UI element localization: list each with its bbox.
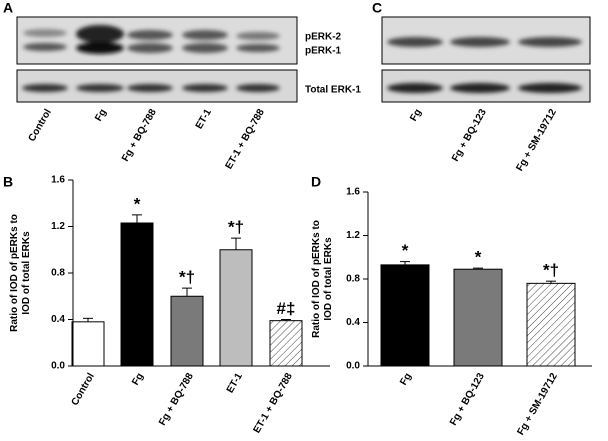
y-axis-label-line: IOD of total ERKs bbox=[21, 231, 32, 315]
lane-label: Fg bbox=[93, 107, 109, 123]
lane-label: Control bbox=[27, 107, 54, 143]
x-tick-label: Control bbox=[70, 371, 97, 407]
annotation: *† bbox=[543, 261, 559, 280]
panel-label: B bbox=[3, 174, 13, 190]
y-tick-label: 1.6 bbox=[51, 175, 65, 186]
y-axis-label-line: Ratio of IOD of pERKs to bbox=[9, 214, 20, 332]
panel-label: D bbox=[311, 174, 321, 190]
annotation: * bbox=[134, 194, 141, 213]
lane-label: Fg + BQ-788 bbox=[120, 107, 159, 164]
y-tick-label: 0.8 bbox=[51, 268, 65, 279]
y-tick-label: 1.2 bbox=[51, 221, 65, 232]
bar bbox=[453, 268, 503, 367]
annotation: * bbox=[475, 248, 482, 267]
panel-label: A bbox=[3, 0, 13, 16]
bar bbox=[170, 295, 204, 367]
lane-label: ET-1 + BQ-788 bbox=[224, 107, 268, 171]
annotation: *† bbox=[228, 218, 244, 237]
x-tick-label: ET-1 + BQ-788 bbox=[252, 371, 296, 435]
y-tick-label: 0.8 bbox=[346, 274, 360, 285]
lane-label: Fg + SM-19712 bbox=[514, 107, 559, 173]
band-label: pERK-1 bbox=[305, 46, 342, 57]
y-tick-label: 1.6 bbox=[346, 187, 360, 198]
band-label: pERK-2 bbox=[305, 32, 342, 43]
y-tick-label: 0.0 bbox=[51, 361, 65, 372]
bar bbox=[120, 222, 154, 367]
blot-a bbox=[16, 16, 298, 103]
y-tick-label: 0.4 bbox=[346, 317, 360, 328]
x-tick-label: Fg + BQ-788 bbox=[157, 371, 196, 428]
y-tick-label: 1.2 bbox=[346, 230, 360, 241]
bar bbox=[526, 282, 576, 367]
y-axis-label-line: Ratio of IOD of pERKs to bbox=[311, 220, 322, 338]
annotation: #‡ bbox=[277, 299, 296, 318]
x-tick-label: ET-1 bbox=[225, 371, 245, 395]
lane-label: ET-1 bbox=[194, 107, 214, 131]
y-axis-label: Ratio of IOD of pERKs toIOD of total ERK… bbox=[9, 214, 32, 332]
y-tick-label: 0.0 bbox=[346, 361, 360, 372]
bar bbox=[219, 249, 253, 367]
x-tick-label: Fg bbox=[130, 371, 146, 387]
bar bbox=[269, 320, 303, 367]
lane-label: Fg + BQ-123 bbox=[450, 107, 489, 164]
annotation: *† bbox=[179, 268, 195, 287]
x-tick-label: Fg + BQ-123 bbox=[448, 371, 487, 428]
bar bbox=[380, 264, 430, 367]
bar bbox=[71, 321, 105, 367]
x-tick-label: Fg + SM-19712 bbox=[515, 371, 560, 437]
blot-c bbox=[381, 16, 591, 103]
band-label: Total ERK-1 bbox=[305, 85, 361, 96]
panel-label: C bbox=[372, 0, 382, 16]
y-axis-label: Ratio of IOD of pERKs toIOD of total ERK… bbox=[311, 220, 334, 338]
y-axis-label-line: IOD of total ERKs bbox=[323, 237, 334, 321]
x-tick-label: Fg bbox=[398, 371, 414, 387]
lane-label: Fg bbox=[408, 107, 424, 123]
annotation: * bbox=[402, 241, 409, 260]
y-tick-label: 0.4 bbox=[51, 314, 65, 325]
